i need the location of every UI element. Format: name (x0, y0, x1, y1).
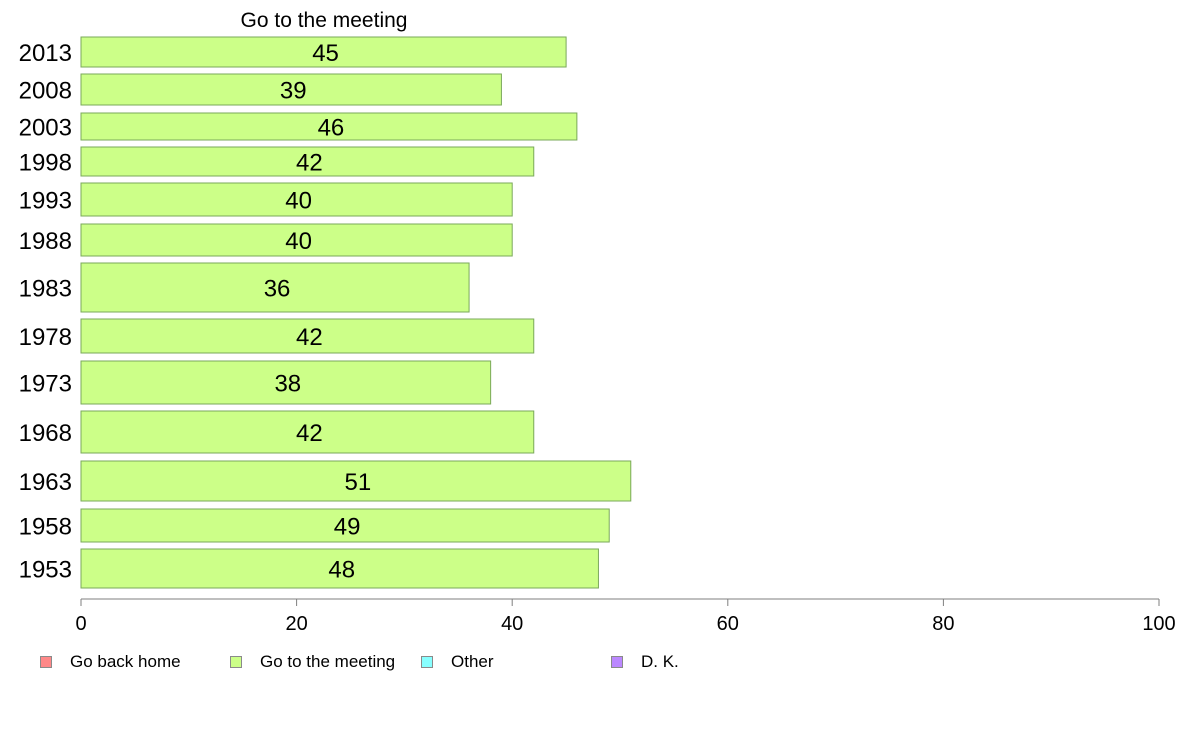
bar-value-label: 46 (318, 115, 345, 142)
bar-value-label: 42 (296, 324, 323, 351)
x-tick-label: 0 (75, 613, 86, 635)
legend-swatch (230, 656, 242, 668)
bar-value-label: 42 (296, 150, 323, 177)
legend-item-go-to-the-meeting: Go to the meeting (230, 652, 395, 672)
x-tick-label: 100 (1142, 613, 1175, 635)
category-label: 1993 (19, 188, 72, 215)
category-label: 1958 (19, 514, 72, 541)
x-tick-label: 60 (717, 613, 739, 635)
bar-value-label: 36 (264, 276, 291, 303)
legend-label: Go back home (70, 652, 181, 671)
legend-item-other: Other (421, 652, 494, 672)
bar-2013 (80, 36, 567, 68)
category-label: 1973 (19, 371, 72, 398)
bar-1958 (80, 508, 610, 543)
legend-item-go-back-home: Go back home (40, 652, 181, 672)
bar-2003 (80, 112, 578, 141)
legend-label: D. K. (641, 652, 679, 671)
bar-1968 (80, 410, 535, 454)
category-label: 2003 (19, 115, 72, 142)
legend-item-dk: D. K. (611, 652, 679, 672)
bar-value-label: 45 (312, 40, 339, 67)
bar-1953 (80, 548, 599, 589)
bar-value-label: 38 (274, 371, 301, 398)
legend-swatch (40, 656, 52, 668)
category-label: 2008 (19, 78, 72, 105)
legend-swatch (421, 656, 433, 668)
category-label: 1998 (19, 150, 72, 177)
category-label: 2013 (19, 40, 72, 67)
chart-title: Go to the meeting (241, 9, 408, 32)
legend-label: Other (451, 652, 494, 671)
category-label: 1963 (19, 469, 72, 496)
bar-value-label: 40 (285, 228, 312, 255)
category-label: 1953 (19, 557, 72, 584)
bar-1983 (80, 262, 470, 313)
category-label: 1988 (19, 228, 72, 255)
bar-value-label: 40 (285, 188, 312, 215)
bar-1993 (80, 182, 513, 217)
bar-1973 (80, 360, 492, 405)
bar-value-label: 49 (334, 514, 361, 541)
bar-1978 (80, 318, 535, 354)
x-tick-label: 40 (501, 613, 523, 635)
x-tick-label: 80 (932, 613, 954, 635)
bar-1988 (80, 223, 513, 257)
category-label: 1983 (19, 276, 72, 303)
bar-value-label: 42 (296, 420, 323, 447)
bar-value-label: 48 (328, 557, 355, 584)
category-label: 1978 (19, 324, 72, 351)
legend-label: Go to the meeting (260, 652, 396, 671)
bar-1963 (80, 460, 632, 502)
bar-2008 (80, 73, 502, 106)
x-tick-label: 20 (285, 613, 307, 635)
category-label: 1968 (19, 420, 72, 447)
legend-swatch (611, 656, 623, 668)
bar-value-label: 39 (280, 78, 307, 105)
bar-1998 (80, 146, 535, 177)
legend: Go back home Go to the meeting Other D. … (0, 652, 1188, 674)
bar-value-label: 51 (345, 469, 372, 496)
